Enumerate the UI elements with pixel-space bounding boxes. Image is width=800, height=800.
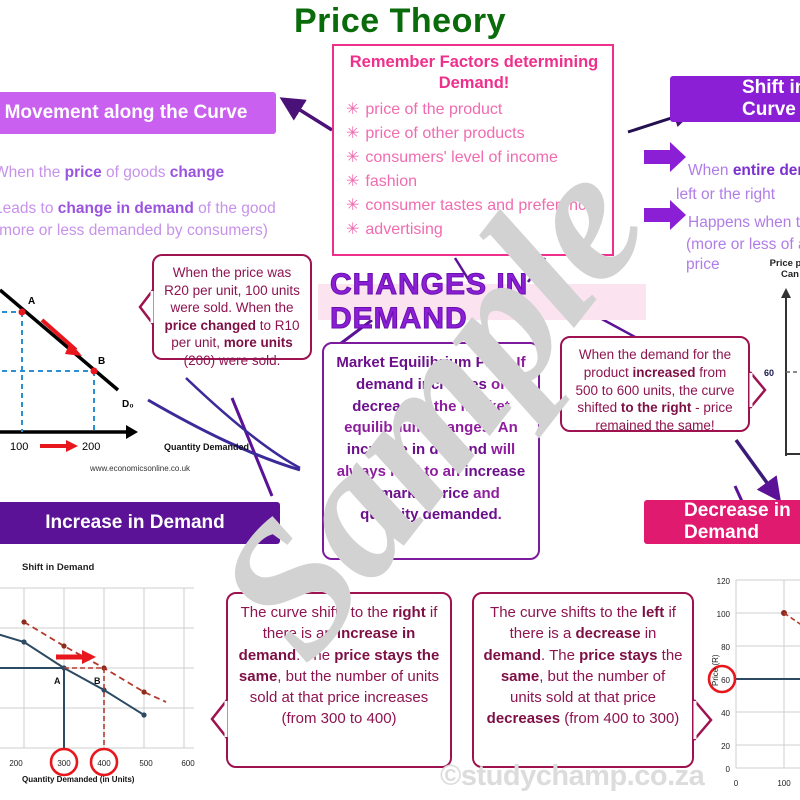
list-item: ✳ consumer tastes and preferences xyxy=(346,197,603,215)
banner-decrease-in-demand[interactable]: Decrease in Demand xyxy=(644,500,800,544)
increase-chart-svg: A B 200 300 400 500 600 Quantity Demande… xyxy=(0,587,195,784)
changes-in-demand-label: CHANGES IN DEMAND xyxy=(330,268,529,336)
list-item: ✳ consumers' level of income xyxy=(346,149,558,167)
shift-text-line4: (more or less of a good) changes at the … xyxy=(686,236,800,253)
sh-l1b: entire demand xyxy=(732,162,800,179)
banner-shift-label: Shift in the Curve xyxy=(742,77,800,120)
list-item: ✳ price of the product xyxy=(346,101,503,119)
factors-box-title: Remember Factors determining Demand! xyxy=(349,53,599,93)
bubble-price-change-text: When the price was R20 per unit, 100 uni… xyxy=(164,265,300,368)
bubble-shift-right-text: When the demand for the product increase… xyxy=(575,347,735,434)
bubble-tail-icon xyxy=(693,699,713,741)
mv-l3: (more or less demanded by consumers) xyxy=(0,222,268,240)
shift-text-line5: price xyxy=(686,256,720,273)
svg-text:120: 120 xyxy=(717,577,731,586)
mv-l1a: When the xyxy=(0,164,65,181)
svg-text:B: B xyxy=(98,356,105,367)
page-title: Price Theory xyxy=(294,2,506,40)
asterisk-icon: ✳ xyxy=(346,221,360,239)
svg-text:100: 100 xyxy=(717,610,731,619)
sh-l1a: When xyxy=(688,162,733,179)
svg-text:A: A xyxy=(54,676,61,686)
svg-text:100: 100 xyxy=(10,441,28,453)
factors-determining-demand-box: Remember Factors determining Demand! ✳ pr… xyxy=(332,44,614,256)
svg-text:60: 60 xyxy=(764,368,774,378)
increase-chart-title: Shift in Demand xyxy=(22,562,95,573)
svg-text:400: 400 xyxy=(97,759,111,768)
shift-text-line3: Happens when the quantity demanded xyxy=(688,212,800,234)
banner-decrease-label: Decrease in Demand xyxy=(684,500,791,543)
chart-movement-curve: A B D₀ 100 200 Quantity Demanded www.eco… xyxy=(0,272,256,473)
list-item: ✳ advertising xyxy=(346,221,443,239)
svg-text:100: 100 xyxy=(777,779,791,788)
svg-text:40: 40 xyxy=(721,709,730,718)
svg-text:600: 600 xyxy=(181,759,195,768)
banner-increase-in-demand[interactable]: Increase in Demand xyxy=(0,502,280,544)
mv-l2c: of the good xyxy=(193,200,276,217)
asterisk-icon: ✳ xyxy=(346,149,360,167)
svg-text:A: A xyxy=(28,296,35,307)
shift-text-line1: When entire demand curve shifts to the xyxy=(688,160,800,182)
mini-chart-svg: 60 xyxy=(764,288,800,456)
svg-text:80: 80 xyxy=(721,643,730,652)
svg-text:0: 0 xyxy=(726,765,731,774)
mv-l1b2: change xyxy=(169,164,225,181)
studychamp-watermark: ©studychamp.co.za xyxy=(440,760,705,792)
mv-l1b1: price xyxy=(64,164,102,181)
chart-increase-in-demand: Shift in Demand xyxy=(0,560,224,800)
bubble-decrease-text: The curve shifts to the left if there is… xyxy=(483,604,683,728)
svg-text:Quantity Demanded (in Units): Quantity Demanded (in Units) xyxy=(22,775,135,784)
svg-text:D₀: D₀ xyxy=(122,399,134,410)
svg-text:20: 20 xyxy=(721,742,730,751)
bubble-tail-icon xyxy=(210,699,228,739)
list-item: ✳ price of other products xyxy=(346,125,525,143)
chart-attribution: www.economicsonline.co.uk xyxy=(90,464,191,473)
bubble-equilibrium-text: Market Equilibrium Price If demand incre… xyxy=(336,354,526,524)
banner-shift-in-curve[interactable]: Shift in the Curve xyxy=(670,76,800,122)
svg-text:200: 200 xyxy=(82,441,100,453)
chart-shift-right-mini: Price per Can 60 xyxy=(752,258,800,468)
svg-text:300: 300 xyxy=(57,759,71,768)
svg-text:0: 0 xyxy=(734,779,739,788)
banner-movement-along-curve[interactable]: Movement along the Curve xyxy=(0,92,276,134)
asterisk-icon: ✳ xyxy=(346,101,360,119)
bubble-shift-right: When the demand for the product increase… xyxy=(560,336,767,434)
mini-chart-ylabel: Price per Can xyxy=(769,258,800,281)
changes-in-demand-strip: CHANGES IN DEMAND xyxy=(318,268,646,336)
movement-curve-svg: A B D₀ 100 200 xyxy=(0,288,138,453)
asterisk-icon: ✳ xyxy=(346,173,360,191)
factors-list: ✳ price of the product ✳ price of other pr… xyxy=(346,98,603,242)
bubble-increase-text: The curve shifts to the right if there i… xyxy=(238,604,440,728)
list-item: ✳ fashion xyxy=(346,173,417,191)
svg-text:200: 200 xyxy=(9,759,23,768)
movement-text-line2: Leads to change in demand of the good (m… xyxy=(0,198,334,243)
decrease-chart-svg: 120 100 80 60 40 20 0 0 100 Price (R) xyxy=(707,577,800,788)
shift-chevron-arrows xyxy=(644,142,686,230)
mv-l1mid: of goods xyxy=(101,164,170,181)
bubble-market-equilibrium: Market Equilibrium Price If demand incre… xyxy=(322,342,540,560)
svg-text:60: 60 xyxy=(721,676,730,685)
bubble-tail-icon xyxy=(138,289,154,325)
asterisk-icon: ✳ xyxy=(346,197,360,215)
chart-decrease-in-demand: 120 100 80 60 40 20 0 0 100 Price (R) xyxy=(706,566,800,800)
movement-chart-xlabel: Quantity Demanded xyxy=(164,442,250,452)
banner-movement-label: Movement along the Curve xyxy=(4,102,248,123)
svg-text:500: 500 xyxy=(139,759,153,768)
svg-text:B: B xyxy=(94,676,101,686)
mv-l2b: change in demand xyxy=(57,200,194,217)
svg-text:Price (R): Price (R) xyxy=(711,654,720,686)
movement-text-line1: When the price of goods change xyxy=(0,162,324,184)
mv-l2a: Leads to xyxy=(0,200,58,217)
bubble-tail-icon xyxy=(749,371,767,409)
sh-l3a: Happens when the xyxy=(688,214,800,231)
bubble-increase-explanation: The curve shifts to the right if there i… xyxy=(210,592,452,768)
bubble-decrease-explanation: The curve shifts to the left if there is… xyxy=(472,592,713,768)
bubble-price-change: When the price was R20 per unit, 100 uni… xyxy=(138,254,312,368)
banner-increase-label: Increase in Demand xyxy=(45,512,225,533)
asterisk-icon: ✳ xyxy=(346,125,360,143)
shift-text-line2: left or the right xyxy=(676,186,776,203)
